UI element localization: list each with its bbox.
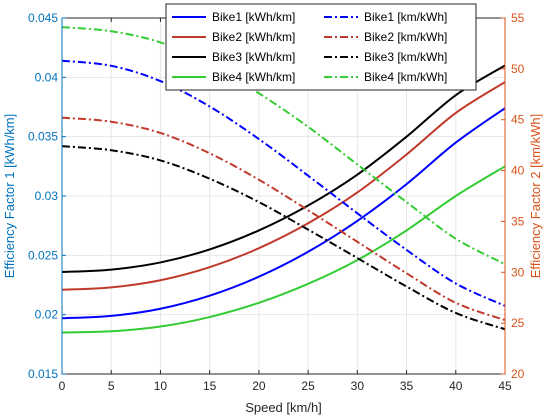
x-tick-label: 10 — [154, 379, 168, 393]
right-y-tick-label: 20 — [511, 367, 525, 381]
legend-label: Bike1 [km/kWh] — [364, 10, 447, 24]
x-tick-label: 35 — [400, 379, 414, 393]
series-line-3 — [61, 165, 506, 334]
left-y-tick-label: 0.035 — [28, 130, 58, 144]
legend-label: Bike3 [kWh/km] — [212, 50, 295, 64]
right-y-tick-label: 40 — [511, 164, 525, 178]
legend-label: Bike4 [kWh/km] — [212, 70, 295, 84]
x-tick-label: 15 — [203, 379, 217, 393]
right-y-axis-label: Efficiency Factor 2 [km/kWh] — [528, 114, 543, 278]
x-tick-label: 0 — [59, 379, 66, 393]
series-line-7 — [61, 26, 506, 266]
x-axis-label: Speed [km/h] — [245, 400, 322, 415]
series-lines — [61, 26, 506, 334]
legend-label: Bike2 [km/kWh] — [364, 30, 447, 44]
left-y-tick-label: 0.02 — [35, 308, 59, 322]
right-y-tick-label: 45 — [511, 113, 525, 127]
series-line-2 — [61, 64, 506, 273]
left-y-tick-label: 0.025 — [28, 248, 58, 262]
legend-label: Bike4 [km/kWh] — [364, 70, 447, 84]
series-line-6 — [61, 145, 506, 331]
axis-ticks: 0 5 10 15 20 25 30 35 40 45 0.015 0.02 0.025 0.03 0.03… — [28, 11, 525, 393]
right-y-tick-label: 55 — [511, 11, 525, 25]
left-y-tick-label: 0.04 — [35, 70, 59, 84]
left-y-axis-label: Efficiency Factor 1 [kWh/km] — [2, 114, 17, 278]
right-y-tick-label: 25 — [511, 316, 525, 330]
legend-label: Bike1 [kWh/km] — [212, 10, 295, 24]
x-tick-label: 20 — [252, 379, 266, 393]
x-tick-label: 40 — [449, 379, 463, 393]
series-line-1 — [61, 81, 506, 291]
left-y-tick-label: 0.045 — [28, 11, 58, 25]
right-y-tick-label: 30 — [511, 265, 525, 279]
legend-label: Bike2 [kWh/km] — [212, 30, 295, 44]
right-y-tick-label: 35 — [511, 214, 525, 228]
x-tick-label: 45 — [498, 379, 512, 393]
x-tick-label: 30 — [351, 379, 365, 393]
left-y-tick-label: 0.015 — [28, 367, 58, 381]
x-tick-label: 5 — [108, 379, 115, 393]
legend: Bike1 [kWh/km] Bike2 [kWh/km] Bike3 [kWh/k… — [165, 3, 477, 91]
left-y-tick-label: 0.03 — [35, 189, 59, 203]
legend-box — [165, 3, 477, 91]
legend-label: Bike3 [km/kWh] — [364, 50, 447, 64]
series-line-4 — [61, 59, 506, 307]
x-tick-label: 25 — [301, 379, 315, 393]
right-y-tick-label: 50 — [511, 62, 525, 76]
series-line-0 — [61, 107, 506, 320]
